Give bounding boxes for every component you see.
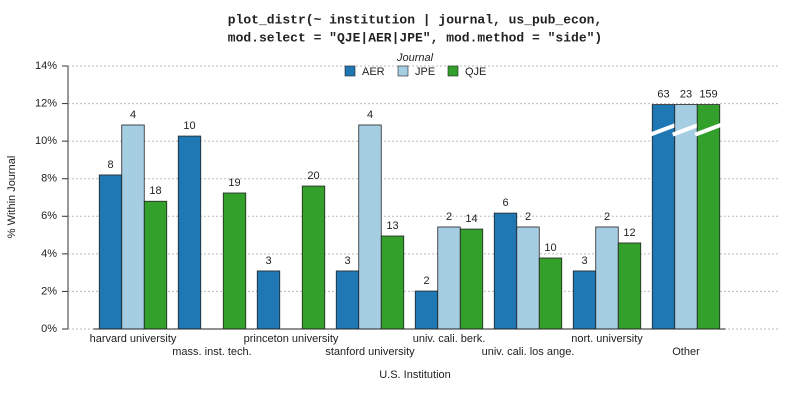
bar [301, 185, 326, 330]
count-label: 3 [344, 255, 350, 267]
y-tick-label: 10% [35, 135, 57, 147]
chart-subtitle: mod.select = "QJE|AER|JPE", mod.method =… [228, 30, 602, 45]
count-label: 63 [657, 88, 669, 100]
bar [121, 124, 145, 330]
bar [617, 242, 642, 330]
y-tick-label: 4% [41, 248, 57, 260]
y-axis-title: % Within Journal [6, 156, 18, 239]
count-label: 14 [465, 213, 477, 225]
x-tick-label: harvard university [90, 333, 177, 345]
bar [177, 135, 202, 330]
x-tick-label: stanford university [325, 346, 415, 358]
count-label: 18 [149, 185, 161, 197]
bar [143, 200, 168, 330]
count-label: 6 [502, 197, 508, 209]
bar [538, 257, 563, 330]
bar [572, 270, 597, 330]
legend-label: AER [362, 66, 385, 78]
count-label: 23 [680, 88, 692, 100]
legend-swatch [447, 65, 459, 77]
count-label: 2 [604, 211, 610, 223]
count-label: 8 [107, 159, 113, 171]
count-label: 3 [265, 255, 271, 267]
bar [358, 124, 382, 330]
count-label: 3 [581, 255, 587, 267]
count-label: 12 [623, 227, 635, 239]
legend-swatch [344, 65, 356, 77]
legend-label: JPE [415, 66, 435, 78]
count-label: 159 [699, 88, 717, 100]
y-tick-label: 12% [35, 97, 57, 109]
count-label: 13 [386, 220, 398, 232]
bar [696, 104, 721, 330]
x-axis-title: U.S. Institution [379, 369, 451, 381]
legend-title: Journal [396, 52, 434, 64]
bar [595, 226, 619, 330]
y-tick-label: 8% [41, 173, 57, 185]
bar [414, 290, 439, 330]
bar [222, 192, 247, 330]
y-tick-label: 2% [41, 285, 57, 297]
bar [256, 270, 281, 330]
chart-title: plot_distr(~ institution | journal, us_p… [228, 12, 602, 27]
bar [98, 174, 123, 330]
count-label: 4 [367, 109, 373, 121]
bar [437, 226, 461, 330]
x-tick-label: univ. cali. berk. [413, 333, 486, 345]
axis-break [649, 122, 678, 137]
count-label: 19 [228, 177, 240, 189]
count-label: 10 [544, 242, 556, 254]
x-tick-label: univ. cali. los ange. [482, 346, 575, 358]
count-label: 4 [130, 109, 136, 121]
count-label: 2 [446, 211, 452, 223]
y-tick-label: 0% [41, 323, 57, 335]
count-label: 10 [183, 120, 195, 132]
count-label: 2 [423, 275, 429, 287]
bar [335, 270, 360, 330]
axis-break [694, 122, 723, 137]
legend-swatch [397, 65, 409, 77]
y-tick-label: 6% [41, 210, 57, 222]
x-tick-label: Other [672, 346, 700, 358]
bar [516, 226, 540, 330]
axis-break [672, 122, 700, 137]
count-label: 20 [307, 170, 319, 182]
bar [651, 104, 676, 330]
legend-label: QJE [465, 66, 486, 78]
bar [459, 228, 484, 330]
x-tick-label: princeton university [244, 333, 339, 345]
bar [380, 235, 405, 330]
bar [674, 104, 698, 330]
y-tick-label: 14% [35, 60, 57, 72]
count-label: 2 [525, 211, 531, 223]
bar [493, 212, 518, 330]
x-tick-label: nort. university [571, 333, 643, 345]
x-tick-label: mass. inst. tech. [172, 346, 251, 358]
